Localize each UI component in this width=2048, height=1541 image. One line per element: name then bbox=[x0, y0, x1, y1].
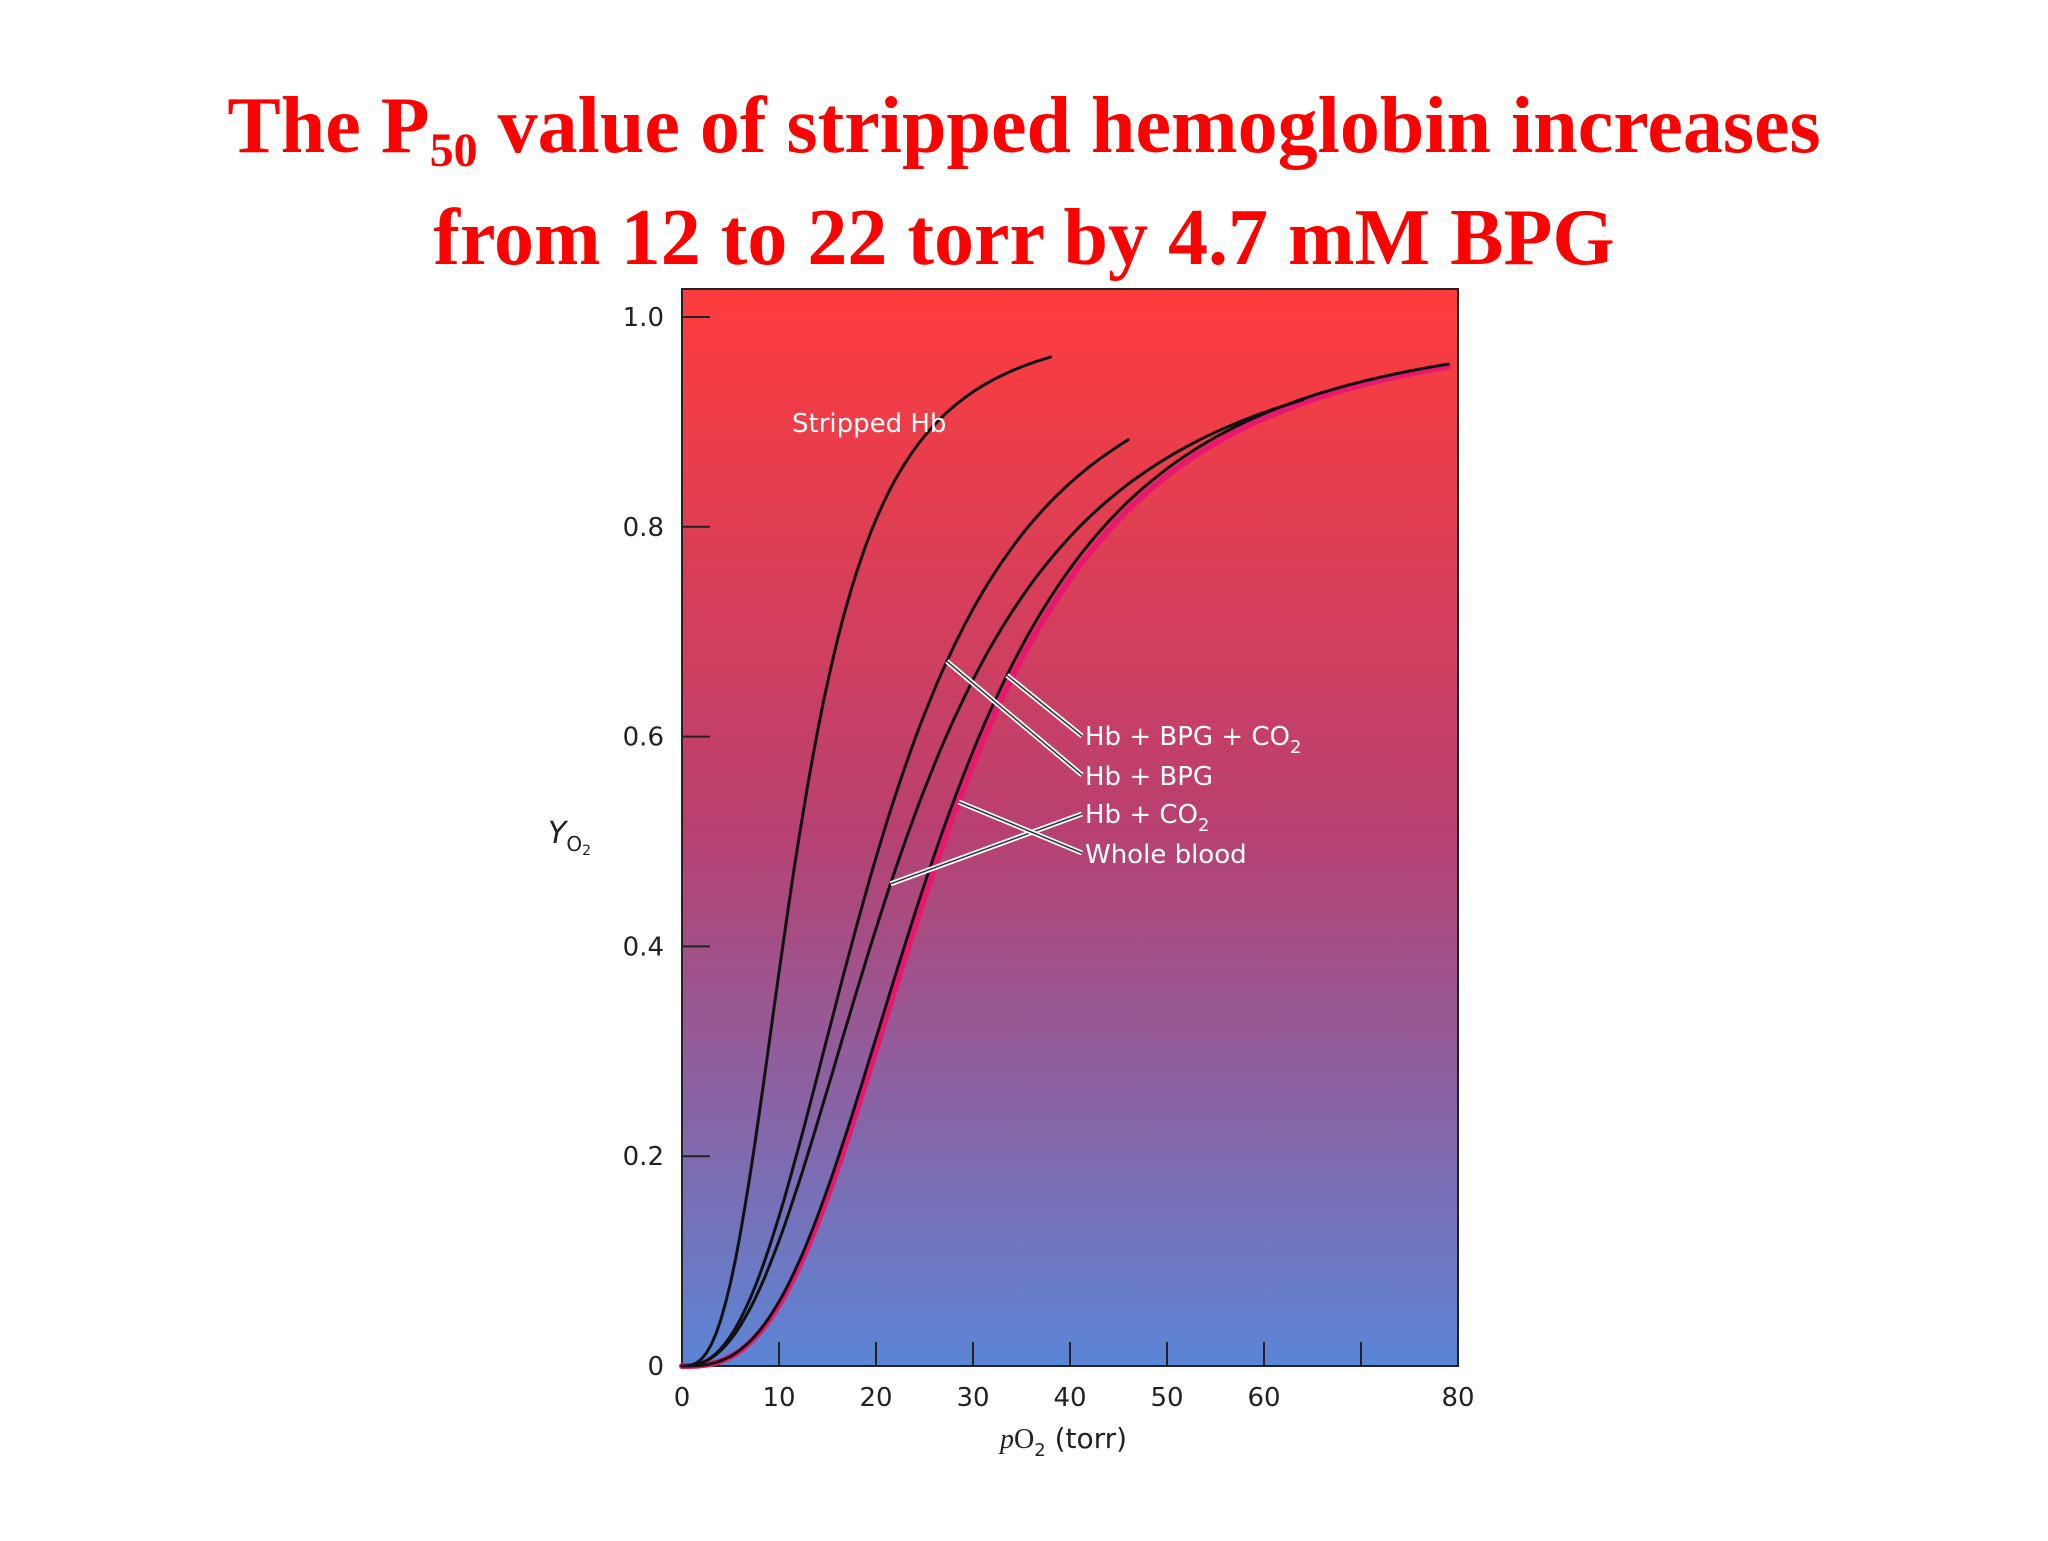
curve-whole-blood bbox=[679, 363, 1452, 1369]
y-tick-label: 0 bbox=[647, 1352, 664, 1382]
label-stripped-hb: Stripped Hb bbox=[792, 409, 946, 439]
leader-inner bbox=[1006, 674, 1083, 737]
y-axis-ticks: 0 0.2 0.4 0.6 0.8 1.0 bbox=[623, 303, 710, 1382]
x-axis-ticks: 0 10 20 30 40 50 60 80 bbox=[674, 1342, 1475, 1413]
curves bbox=[679, 355, 1452, 1369]
y-tick-label: 0.2 bbox=[623, 1142, 664, 1172]
label-whole-blood: Whole blood bbox=[1085, 840, 1247, 870]
leader-inner bbox=[958, 801, 1083, 854]
label-hb-bpg: Hb + BPG bbox=[1085, 762, 1213, 792]
slide-title: The P50 value of stripped hemoglobin inc… bbox=[0, 70, 2048, 294]
plot-area bbox=[681, 288, 1459, 1367]
x-axis-label: pO2 (torr) bbox=[998, 1422, 1127, 1461]
x-tick-label: 20 bbox=[859, 1383, 892, 1413]
y-axis-label: YO2 bbox=[548, 816, 591, 859]
label-hb-co2: Hb + CO2 bbox=[1085, 800, 1209, 836]
x-tick-label: 50 bbox=[1150, 1383, 1183, 1413]
annotation-leaders bbox=[889, 659, 1084, 887]
x-tick-label: 0 bbox=[674, 1383, 691, 1413]
curve-stripped-hb bbox=[680, 355, 1053, 1368]
curve-hb-co2 bbox=[680, 398, 1305, 1368]
x-tick-label: 80 bbox=[1441, 1383, 1474, 1413]
y-tick-label: 0.8 bbox=[623, 513, 664, 543]
x-tick-label: 40 bbox=[1053, 1383, 1086, 1413]
x-tick-label: 60 bbox=[1247, 1383, 1280, 1413]
title-line-2: from 12 to 22 torr by 4.7 mM BPG bbox=[433, 194, 1615, 282]
y-tick-label: 0.4 bbox=[623, 932, 664, 962]
leader-inner bbox=[890, 813, 1083, 885]
label-hb-bpg-co2: Hb + BPG + CO2 bbox=[1085, 722, 1301, 758]
curve-hb-bpg bbox=[680, 438, 1130, 1368]
label-hb-bpg-co2-sub: 2 bbox=[1290, 737, 1301, 758]
label-hb-co2-sub: 2 bbox=[1198, 815, 1209, 836]
y-tick-label: 0.6 bbox=[623, 723, 664, 753]
x-tick-label: 10 bbox=[762, 1383, 795, 1413]
y-tick-label: 1.0 bbox=[623, 303, 664, 333]
leader-inner bbox=[946, 660, 1083, 776]
curve-hb-bpg-co2 bbox=[680, 362, 1450, 1368]
title-subscript: 50 bbox=[429, 124, 478, 177]
x-tick-label: 30 bbox=[956, 1383, 989, 1413]
title-line-1: The P50 value of stripped hemoglobin inc… bbox=[227, 82, 1821, 177]
